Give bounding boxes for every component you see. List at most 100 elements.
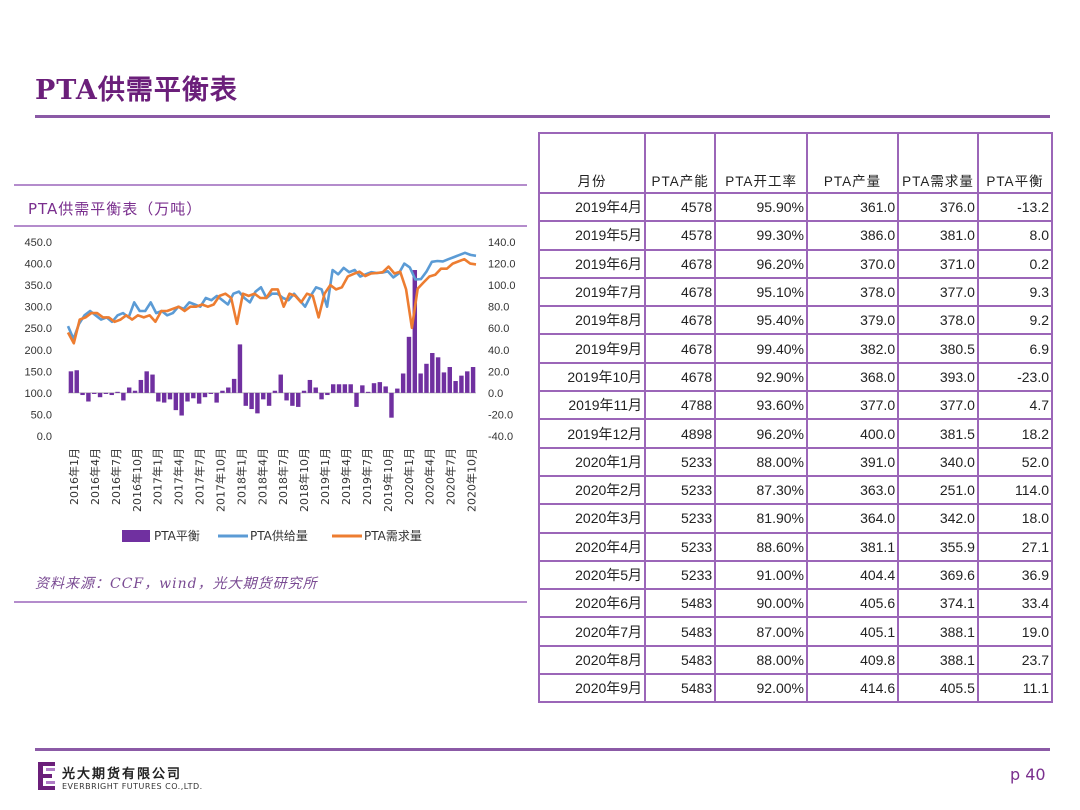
cell-demand: 355.9 bbox=[897, 531, 979, 562]
balance-bar bbox=[92, 392, 97, 394]
cell-capacity: 5233 bbox=[644, 503, 717, 534]
legend-swatch-balance bbox=[122, 530, 150, 542]
footer-divider bbox=[35, 748, 1050, 751]
col-header-demand: PTA需求量 bbox=[897, 132, 979, 194]
balance-bar bbox=[144, 371, 149, 393]
x-tick-label: 2018年7月 bbox=[276, 448, 290, 505]
cell-capacity: 4578 bbox=[644, 191, 717, 223]
cell-utilization: 95.10% bbox=[714, 276, 808, 308]
y-left-tick-label: 150.0 bbox=[24, 366, 52, 378]
balance-bar bbox=[167, 392, 173, 400]
y-left-tick-label: 50.0 bbox=[31, 409, 52, 421]
cell-utilization: 96.20% bbox=[714, 418, 808, 449]
table-row: 2020年3月 5233 81.90% 364.0 342.0 18.0 bbox=[537, 503, 1054, 534]
cell-output: 386.0 bbox=[805, 220, 900, 251]
balance-bar bbox=[354, 392, 359, 407]
cell-month: 2020年2月 bbox=[537, 474, 647, 506]
cell-output: 382.0 bbox=[805, 333, 900, 364]
table-row: 2019年7月 4678 95.10% 378.0 377.0 9.3 bbox=[537, 276, 1054, 308]
cell-output: 370.0 bbox=[805, 248, 900, 279]
cell-balance: -23.0 bbox=[976, 361, 1054, 393]
cell-output: 405.1 bbox=[805, 616, 900, 647]
cell-month: 2020年3月 bbox=[537, 503, 647, 534]
y-right-tick-label: 20.0 bbox=[488, 366, 509, 378]
balance-bar bbox=[371, 383, 377, 393]
source-note: 资料来源：CCF，wind，光大期货研究所 bbox=[35, 576, 318, 592]
cell-capacity: 5483 bbox=[644, 588, 717, 619]
table-row: 2020年7月 5483 87.00% 405.1 388.1 19.0 bbox=[537, 616, 1054, 647]
cell-output: 363.0 bbox=[805, 474, 900, 506]
cell-demand: 378.0 bbox=[897, 305, 979, 336]
y-right-tick-label: 120.0 bbox=[488, 259, 516, 271]
cell-month: 2019年12月 bbox=[537, 418, 647, 449]
balance-bar bbox=[121, 392, 126, 401]
cell-utilization: 81.90% bbox=[714, 503, 808, 534]
cell-output: 379.0 bbox=[805, 305, 900, 336]
balance-bar bbox=[208, 392, 214, 394]
balance-bar bbox=[284, 392, 289, 401]
cell-utilization: 96.20% bbox=[714, 248, 808, 279]
balance-bar bbox=[290, 392, 295, 406]
balance-bar bbox=[418, 373, 423, 393]
balance-bar bbox=[395, 388, 400, 393]
balance-bar bbox=[103, 392, 109, 394]
cell-balance: 18.2 bbox=[976, 418, 1054, 449]
balance-bar bbox=[138, 379, 144, 393]
cell-output: 377.0 bbox=[805, 390, 900, 421]
balance-bar bbox=[74, 370, 79, 393]
balance-bar bbox=[220, 390, 225, 393]
cell-balance: 9.3 bbox=[976, 276, 1054, 308]
balance-bar bbox=[465, 371, 470, 393]
cell-demand: 369.6 bbox=[897, 559, 979, 591]
y-left-tick-label: 400.0 bbox=[24, 259, 52, 271]
cell-month: 2019年9月 bbox=[537, 333, 647, 364]
table-row: 2020年9月 5483 92.00% 414.6 405.5 11.1 bbox=[537, 673, 1054, 704]
y-right-tick-label: -40.0 bbox=[488, 431, 513, 443]
cell-capacity: 4678 bbox=[644, 305, 717, 336]
company-name-cn: 光大期货有限公司 bbox=[62, 767, 183, 782]
balance-bar bbox=[249, 392, 254, 410]
cell-output: 368.0 bbox=[805, 361, 900, 393]
balance-bar bbox=[214, 392, 219, 403]
cell-balance: 4.7 bbox=[976, 390, 1054, 421]
col-header-output: PTA产量 bbox=[805, 132, 900, 194]
cell-balance: 114.0 bbox=[976, 474, 1054, 506]
cell-output: 400.0 bbox=[805, 418, 900, 449]
legend-label: PTA平衡 bbox=[154, 529, 200, 543]
balance-bar bbox=[342, 384, 348, 393]
x-tick-label: 2020年10月 bbox=[465, 448, 479, 512]
cell-capacity: 4578 bbox=[644, 220, 717, 251]
cell-month: 2020年7月 bbox=[537, 616, 647, 647]
cell-demand: 381.0 bbox=[897, 220, 979, 251]
balance-bar bbox=[296, 392, 301, 407]
cell-capacity: 4678 bbox=[644, 248, 717, 279]
cell-balance: 52.0 bbox=[976, 446, 1054, 477]
table-row: 2020年6月 5483 90.00% 405.6 374.1 33.4 bbox=[537, 588, 1054, 619]
company-name-en: EVERBRIGHT FUTURES CO.,LTD. bbox=[62, 782, 203, 791]
y-right-tick-label: 80.0 bbox=[488, 302, 509, 314]
balance-bar bbox=[115, 391, 120, 393]
balance-bar bbox=[430, 353, 435, 393]
x-tick-label: 2018年1月 bbox=[234, 448, 248, 505]
cell-month: 2020年9月 bbox=[537, 673, 647, 704]
balance-bar bbox=[272, 390, 278, 393]
balance-bar bbox=[266, 392, 272, 406]
legend-label: PTA需求量 bbox=[364, 529, 422, 543]
cell-utilization: 88.00% bbox=[714, 446, 808, 477]
table-row: 2019年6月 4678 96.20% 370.0 371.0 0.2 bbox=[537, 248, 1054, 279]
cell-demand: 381.5 bbox=[897, 418, 979, 449]
cell-balance: 11.1 bbox=[976, 673, 1054, 704]
balance-bar bbox=[313, 387, 318, 393]
x-tick-label: 2017年7月 bbox=[193, 448, 207, 505]
cell-demand: 374.1 bbox=[897, 588, 979, 619]
cell-output: 391.0 bbox=[805, 446, 900, 477]
table-row: 2020年5月 5233 91.00% 404.4 369.6 36.9 bbox=[537, 559, 1054, 591]
balance-bar bbox=[161, 392, 167, 403]
y-right-tick-label: 60.0 bbox=[488, 323, 509, 335]
cell-demand: 377.0 bbox=[897, 276, 979, 308]
x-tick-label: 2017年1月 bbox=[151, 448, 165, 505]
y-left-tick-label: 100.0 bbox=[24, 388, 52, 400]
y-right-tick-label: 0.0 bbox=[488, 388, 503, 400]
y-left-tick-label: 350.0 bbox=[24, 280, 52, 292]
cell-demand: 340.0 bbox=[897, 446, 979, 477]
